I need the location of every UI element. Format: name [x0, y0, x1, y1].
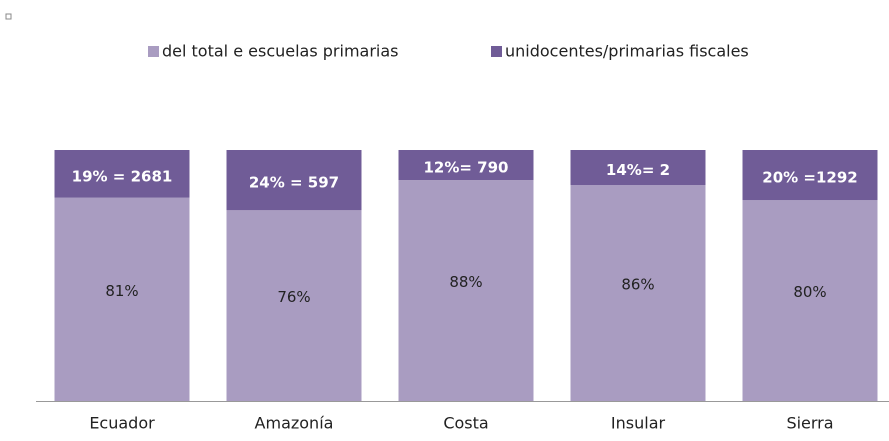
bar-segment — [54, 150, 190, 198]
data-label: 80% — [793, 283, 826, 301]
data-label: 12%= 790 — [423, 159, 508, 177]
legend-swatch — [148, 46, 159, 57]
data-label: 76% — [277, 288, 310, 306]
bar-segment — [226, 150, 362, 211]
x-tick-label: Ecuador — [89, 414, 155, 433]
data-label: 86% — [621, 276, 654, 294]
bar-segment — [54, 197, 190, 401]
bar-segment — [226, 210, 362, 401]
x-tick-label: Insular — [611, 414, 666, 433]
data-label: 24% = 597 — [249, 174, 339, 192]
bar-segment — [570, 150, 706, 186]
bar-segment — [398, 180, 534, 401]
bar-segment — [398, 150, 534, 181]
bar-segment — [742, 200, 878, 401]
bar-segment — [570, 185, 706, 401]
legend-label: del total e escuelas primarias — [162, 42, 399, 61]
data-label: 81% — [105, 282, 138, 300]
x-tick-label: Amazonía — [255, 414, 334, 433]
data-label: 88% — [449, 273, 482, 291]
handle — [5, 13, 12, 20]
data-label: 20% =1292 — [762, 169, 857, 187]
x-tick-label: Costa — [443, 414, 488, 433]
legend-label: unidocentes/primarias fiscales — [505, 42, 749, 61]
x-tick-label: Sierra — [786, 414, 833, 433]
legend-swatch — [491, 46, 502, 57]
bar-segment — [742, 150, 878, 201]
data-label: 14%= 2 — [606, 161, 670, 179]
legend: del total e escuelas primarias unidocente… — [148, 42, 749, 61]
data-label: 19% = 2681 — [72, 167, 173, 185]
